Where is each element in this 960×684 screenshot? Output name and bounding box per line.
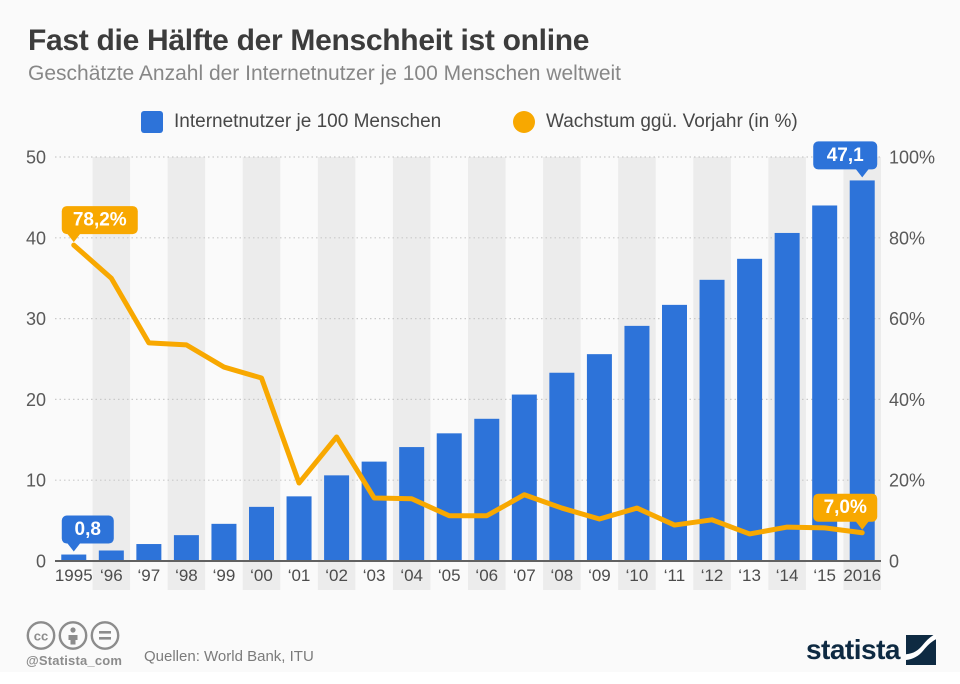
line-series-marker-icon (513, 111, 535, 133)
license-icons[interactable]: cc (26, 620, 121, 656)
bar-‘00 (249, 506, 274, 561)
bar-‘09 (586, 354, 612, 561)
svg-text:50: 50 (26, 148, 46, 168)
svg-text:40%: 40% (889, 390, 925, 410)
svg-text:47,1: 47,1 (827, 145, 864, 166)
right-axis-labels: 0 20% 40% 60% 80% 100% (889, 148, 935, 572)
left-axis-labels: 0 10 20 30 40 50 (26, 148, 46, 572)
bar-‘02 (324, 475, 350, 561)
svg-text:100%: 100% (889, 148, 935, 168)
svg-text:‘11: ‘11 (664, 566, 685, 585)
svg-text:‘10: ‘10 (626, 566, 649, 585)
svg-text:‘06: ‘06 (475, 566, 498, 585)
x-axis-labels: 1995 ‘96 ‘97 ‘98 ‘99 ‘00 ‘01 ‘02 ‘03 ‘04 ‘05 ‘06 ‘07… (55, 566, 881, 585)
bar-series (61, 180, 875, 562)
svg-text:‘08: ‘08 (551, 566, 574, 585)
svg-text:‘03: ‘03 (363, 566, 386, 585)
svg-text:0: 0 (889, 552, 899, 572)
attribution-icon (58, 621, 88, 650)
svg-text:2016: 2016 (843, 566, 881, 585)
page-title: Fast die Hälfte der Menschheit ist onlin… (28, 24, 590, 57)
svg-text:‘13: ‘13 (738, 566, 761, 585)
bar-‘05 (436, 433, 462, 561)
legend-item-growth: Wachstum ggü. Vorjahr (in %) (513, 109, 798, 135)
page-subtitle: Geschätzte Anzahl der Internetnutzer je … (28, 62, 622, 85)
svg-text:30: 30 (26, 309, 46, 329)
bar-‘14 (774, 232, 800, 561)
svg-text:‘00: ‘00 (250, 566, 273, 585)
bar-‘98 (173, 535, 199, 561)
svg-text:7,0%: 7,0% (824, 497, 867, 518)
callout-47,1: 47,1 (813, 141, 878, 178)
statista-handle-link[interactable]: @Statista_com (26, 653, 123, 668)
bottom-margin (0, 672, 960, 684)
svg-text:60%: 60% (889, 309, 925, 329)
svg-text:20%: 20% (889, 471, 925, 491)
bar-‘12 (699, 279, 725, 561)
svg-text:‘04: ‘04 (400, 566, 423, 585)
growth-line (71, 242, 865, 537)
legend-label-growth: Wachstum ggü. Vorjahr (in %) (546, 111, 798, 132)
svg-text:cc: cc (34, 629, 48, 644)
bar-‘96 (98, 550, 124, 561)
statista-mark-icon (906, 635, 936, 665)
bar-‘06 (474, 418, 500, 561)
bar-‘03 (361, 461, 387, 561)
bar-‘97 (136, 544, 162, 561)
bar-series-marker-icon (141, 111, 163, 133)
svg-text:‘07: ‘07 (513, 566, 536, 585)
svg-text:‘09: ‘09 (588, 566, 611, 585)
svg-text:‘02: ‘02 (325, 566, 348, 585)
bar-‘11 (662, 304, 687, 561)
svg-text:‘12: ‘12 (701, 566, 724, 585)
svg-text:‘99: ‘99 (213, 566, 236, 585)
svg-text:‘97: ‘97 (138, 566, 161, 585)
svg-text:20: 20 (26, 390, 46, 410)
svg-text:10: 10 (26, 471, 46, 491)
callout-78,2%: 78,2% (61, 206, 138, 243)
cc-icon: cc (26, 621, 56, 650)
statista-logo[interactable]: statista (806, 634, 936, 666)
svg-text:40: 40 (26, 228, 46, 248)
svg-text:80%: 80% (889, 228, 925, 248)
svg-text:1995: 1995 (55, 566, 93, 585)
legend-item-internet-users: Internetnutzer je 100 Menschen (141, 109, 441, 135)
bar-1995 (61, 554, 87, 561)
source-note: Quellen: World Bank, ITU (144, 648, 314, 665)
bar-‘99 (211, 523, 237, 561)
svg-text:‘15: ‘15 (813, 566, 836, 585)
bar-‘01 (286, 496, 312, 561)
svg-text:‘96: ‘96 (100, 566, 123, 585)
svg-text:0,8: 0,8 (75, 519, 101, 540)
callout-0,8: 0,8 (61, 515, 114, 552)
bar-‘08 (549, 372, 575, 561)
bar-‘07 (511, 394, 537, 561)
svg-text:‘14: ‘14 (776, 566, 799, 585)
legend-label-internet-users: Internetnutzer je 100 Menschen (174, 111, 442, 132)
callout-7,0%: 7,0% (813, 493, 878, 530)
statista-wordmark: statista (805, 634, 901, 665)
no-derivatives-icon (90, 621, 120, 650)
bar-‘10 (624, 325, 650, 561)
svg-text:‘98: ‘98 (175, 566, 198, 585)
svg-text:78,2%: 78,2% (73, 210, 127, 231)
svg-text:‘05: ‘05 (438, 566, 461, 585)
svg-text:‘01: ‘01 (288, 566, 311, 585)
svg-text:0: 0 (36, 552, 46, 572)
bar-‘13 (737, 258, 763, 561)
chart-area: 0 10 20 30 40 50 0 20% 40% 60% 80% 100% 1995 ‘96 ‘97 ‘9… (26, 141, 935, 590)
